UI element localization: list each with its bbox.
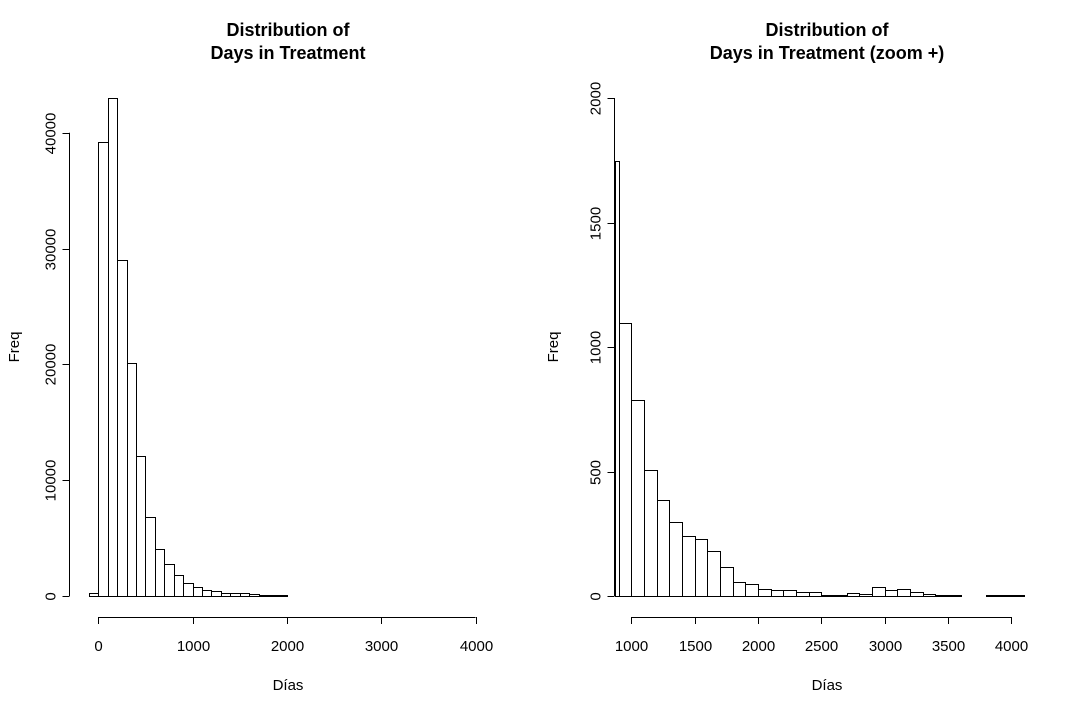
histogram-bar bbox=[155, 549, 165, 597]
histogram-bar bbox=[230, 593, 241, 597]
histogram-bar bbox=[136, 456, 146, 597]
histogram-bar bbox=[809, 592, 822, 597]
histogram-bar bbox=[145, 517, 156, 597]
histogram-bar bbox=[923, 594, 936, 597]
histogram-bar bbox=[657, 500, 670, 597]
histogram-bar bbox=[682, 536, 696, 597]
histogram-bar bbox=[278, 595, 288, 597]
chart-title-line1: Distribution of bbox=[227, 20, 351, 40]
histogram-bar bbox=[821, 595, 835, 597]
histogram-bar bbox=[999, 595, 1012, 597]
x-tick-label: 1500 bbox=[679, 638, 712, 655]
x-tick-label: 1000 bbox=[177, 638, 210, 655]
histogram-bar bbox=[259, 595, 269, 597]
chart-title-line2: Days in Treatment (zoom +) bbox=[710, 43, 945, 63]
histogram-bar bbox=[745, 584, 759, 597]
histogram-bar bbox=[117, 260, 128, 597]
x-axis: 1000 1500 2000 2500 3000 3500 4000 bbox=[615, 617, 1028, 655]
y-axis-label: Freq bbox=[545, 332, 562, 363]
histogram-bar bbox=[796, 592, 810, 597]
y-tick-label: 0 bbox=[43, 592, 60, 600]
histogram-bar bbox=[183, 583, 194, 597]
histogram-bar bbox=[986, 595, 1000, 597]
chart-title-line2: Days in Treatment bbox=[210, 43, 365, 63]
histogram-bar bbox=[1011, 595, 1025, 597]
bars bbox=[615, 161, 1025, 597]
histogram-bar bbox=[202, 590, 212, 597]
histogram-bar bbox=[771, 590, 784, 597]
x-tick-label: 3000 bbox=[365, 638, 398, 655]
histogram-bar bbox=[695, 539, 708, 597]
histogram-bar bbox=[89, 593, 99, 597]
x-tick-label: 2500 bbox=[805, 638, 838, 655]
histogram-bar bbox=[240, 593, 250, 597]
histogram-bar bbox=[193, 587, 203, 597]
histogram-bar bbox=[935, 595, 949, 597]
histogram-bar bbox=[847, 593, 860, 597]
y-tick-label: 0 bbox=[588, 592, 605, 600]
y-tick-label: 1500 bbox=[588, 207, 605, 240]
x-tick-label: 1000 bbox=[615, 638, 648, 655]
y-tick-label: 40000 bbox=[43, 113, 60, 155]
histogram-bar bbox=[249, 594, 260, 597]
histogram-bar bbox=[211, 591, 222, 597]
histogram-bar bbox=[615, 161, 620, 597]
y-tick-label: 1000 bbox=[588, 331, 605, 364]
y-tick-label: 20000 bbox=[43, 344, 60, 386]
x-tick-label: 2000 bbox=[742, 638, 775, 655]
y-tick-label: 2000 bbox=[588, 82, 605, 115]
histogram-bar bbox=[108, 98, 118, 597]
y-tick-label: 30000 bbox=[43, 229, 60, 271]
x-axis: 0 1000 2000 3000 4000 bbox=[94, 617, 493, 655]
histogram-bar bbox=[164, 564, 175, 597]
histogram-bar bbox=[783, 590, 797, 597]
x-tick-label: 3500 bbox=[932, 638, 965, 655]
y-axis-label: Freq bbox=[6, 332, 23, 363]
bars bbox=[89, 98, 288, 597]
x-axis-label: Días bbox=[812, 677, 843, 694]
histogram-bar bbox=[872, 587, 886, 597]
histogram-bar bbox=[127, 363, 137, 597]
histogram-bar bbox=[268, 595, 279, 597]
histogram-bar bbox=[733, 582, 746, 597]
histogram-bar bbox=[707, 551, 721, 597]
x-tick-label: 2000 bbox=[271, 638, 304, 655]
histogram-bar bbox=[221, 593, 231, 597]
histogram-bar bbox=[644, 470, 658, 597]
x-tick-label: 4000 bbox=[995, 638, 1028, 655]
histogram-bar bbox=[948, 595, 962, 597]
histogram-bar bbox=[897, 589, 911, 597]
x-tick-label: 3000 bbox=[869, 638, 902, 655]
histogram-bar bbox=[758, 589, 772, 597]
x-axis-label: Días bbox=[273, 677, 304, 694]
histogram-bar bbox=[720, 567, 734, 597]
histogram-days-in-treatment: Distribution of Days in Treatment Días F… bbox=[6, 20, 493, 694]
histogram-bar bbox=[885, 590, 898, 597]
histogram-bar bbox=[631, 400, 645, 597]
y-axis: 0 500 1000 1500 2000 bbox=[588, 82, 615, 601]
y-tick-label: 500 bbox=[588, 460, 605, 485]
x-tick-label: 4000 bbox=[460, 638, 493, 655]
y-tick-label: 10000 bbox=[43, 460, 60, 502]
histogram-bar bbox=[98, 142, 109, 597]
chart-title-line1: Distribution of bbox=[766, 20, 890, 40]
x-tick-label: 0 bbox=[94, 638, 102, 655]
histogram-days-in-treatment-zoom: Distribution of Days in Treatment (zoom … bbox=[545, 20, 1028, 694]
histogram-bar bbox=[910, 592, 924, 597]
histogram-bar bbox=[859, 594, 873, 597]
histogram-bar bbox=[619, 323, 632, 597]
histogram-bar bbox=[174, 575, 184, 597]
y-axis: 0 10000 20000 30000 40000 bbox=[43, 113, 70, 601]
histogram-bar bbox=[669, 522, 683, 597]
histogram-bar bbox=[834, 595, 848, 597]
